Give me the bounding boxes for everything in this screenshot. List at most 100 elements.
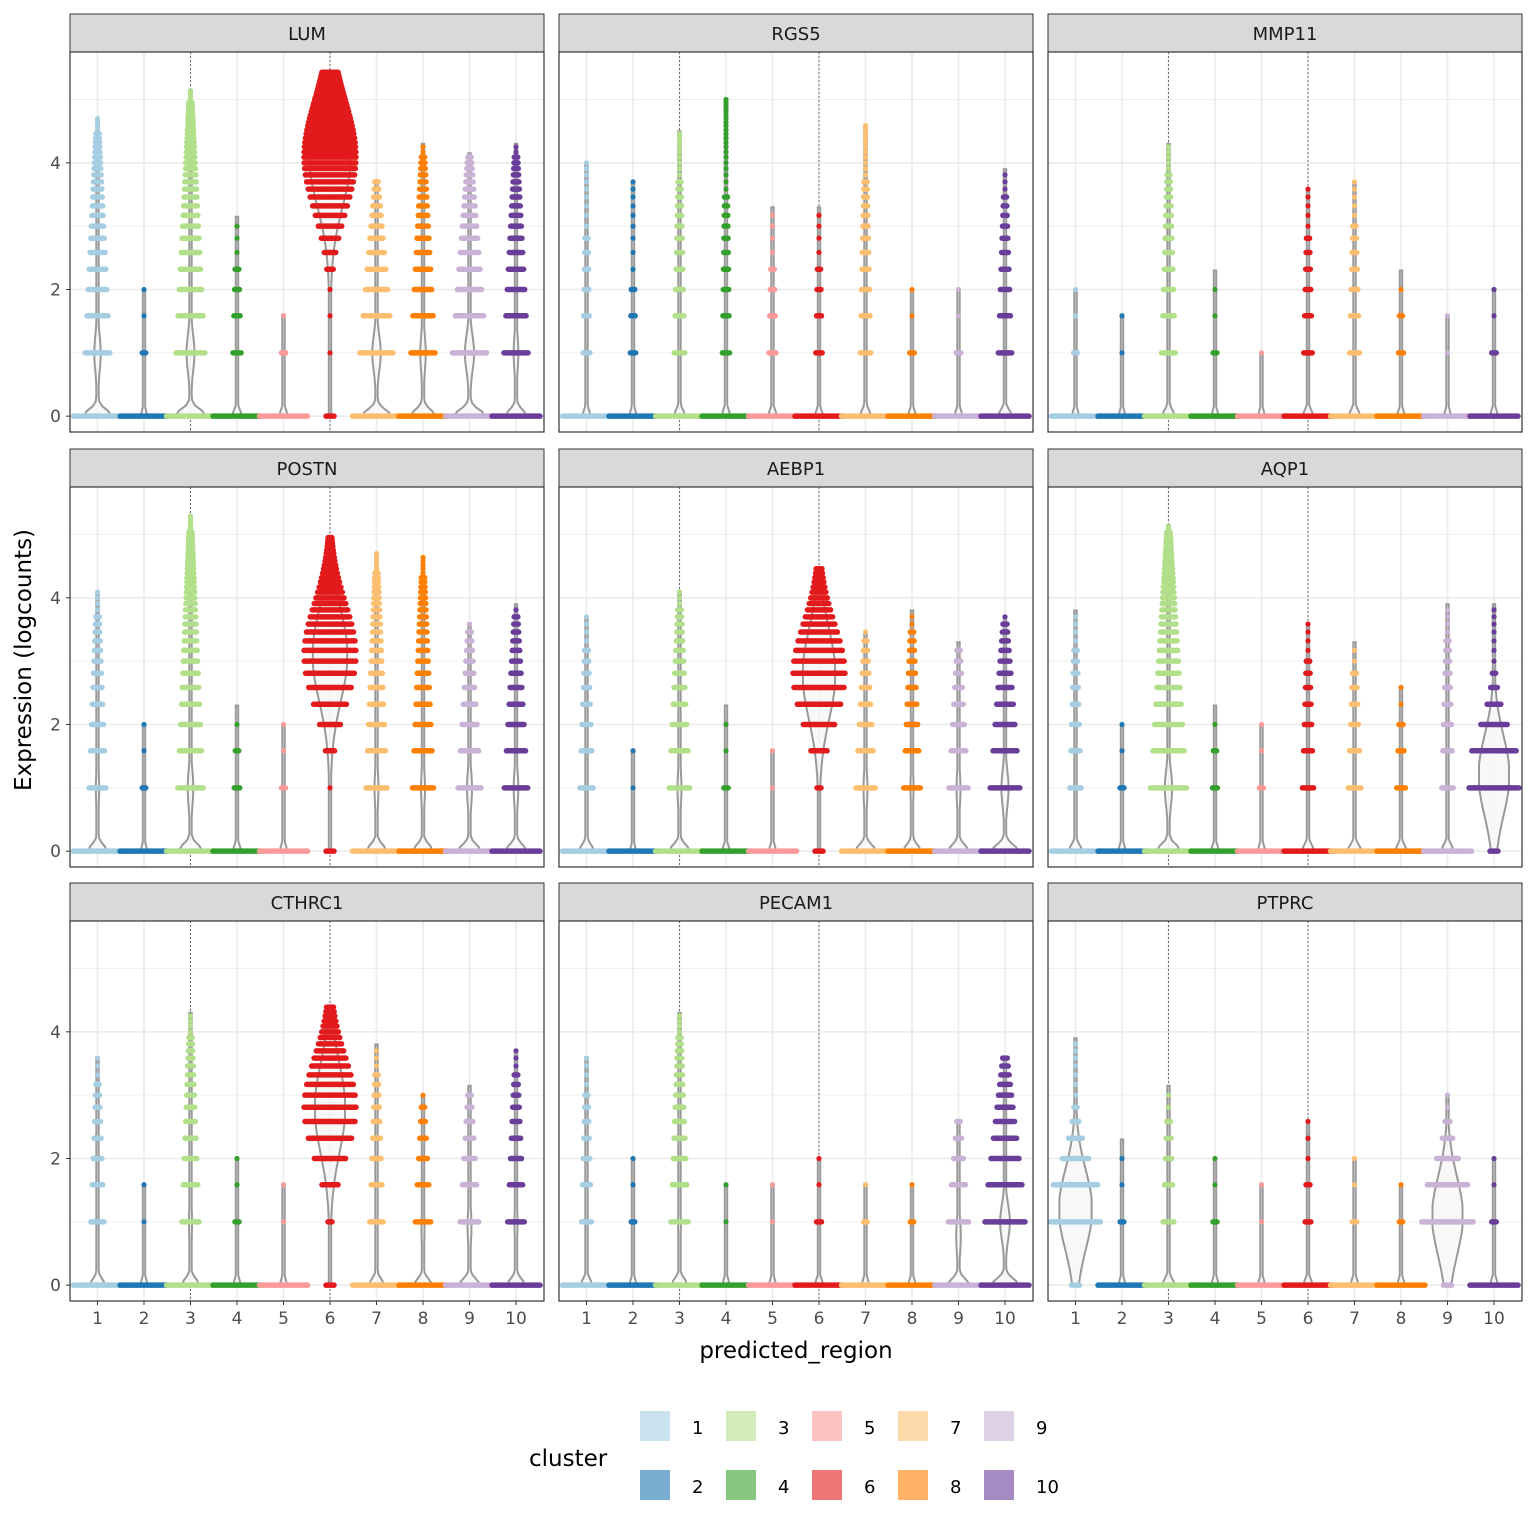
violin-region-10 (978, 1055, 1032, 1288)
violin-region-5 (256, 313, 311, 419)
violin-region-5 (1234, 721, 1289, 854)
violin-region-9 (442, 1084, 497, 1288)
legend-entry-3: 3 (726, 1411, 789, 1441)
data-point (769, 223, 776, 229)
violin-region-8 (1374, 1182, 1428, 1288)
data-point (141, 1182, 147, 1188)
violin-region-8 (396, 1092, 450, 1288)
data-point (676, 160, 683, 166)
data-point (583, 172, 590, 178)
violin-outline (1257, 1182, 1266, 1287)
data-point (1398, 1182, 1404, 1188)
y-axis-title: Expression (logcounts) (11, 529, 37, 791)
violin-region-4 (210, 1155, 264, 1288)
data-point (187, 513, 194, 519)
data-point (280, 721, 287, 728)
data-point (1072, 1055, 1079, 1061)
data-point (513, 1063, 519, 1069)
data-point (373, 562, 380, 568)
data-point (676, 139, 683, 146)
violin-outline (1257, 351, 1266, 418)
data-point (862, 172, 869, 178)
violin-region-9 (931, 286, 986, 419)
data-point (94, 119, 101, 125)
data-point (420, 1092, 426, 1098)
data-point (816, 1182, 822, 1188)
violin-region-1 (70, 589, 125, 854)
panel-border (69, 51, 545, 433)
panel-background (1048, 487, 1522, 867)
violin-region-10 (1467, 286, 1521, 419)
facet-strip-label: CTHRC1 (271, 893, 344, 914)
panel-background (70, 52, 544, 432)
violin-region-2 (1095, 1138, 1149, 1288)
panel-border (69, 920, 545, 1302)
violin-region-3 (1141, 1084, 1196, 1288)
violin-region-8 (1374, 269, 1428, 419)
violin-region-10 (1467, 1155, 1521, 1288)
violin-region-7 (1327, 179, 1382, 419)
data-point (1258, 1219, 1265, 1225)
legend-label: 10 (1036, 1477, 1059, 1498)
data-point (816, 212, 822, 218)
violin-outline (1118, 313, 1126, 418)
panel-background (1048, 52, 1522, 432)
violin-region-1 (1048, 286, 1103, 419)
x-tick-label: 4 (721, 1309, 732, 1329)
violin-region-2 (606, 1155, 660, 1288)
violin-region-5 (745, 748, 800, 854)
data-point (862, 154, 869, 160)
data-point (816, 1155, 822, 1162)
data-point (676, 135, 683, 141)
data-point (723, 139, 729, 146)
violin-region-7 (838, 1182, 893, 1288)
violin-region-1 (559, 160, 614, 419)
data-point (234, 721, 240, 728)
facet-strip-label: POSTN (277, 459, 338, 480)
data-point (816, 249, 822, 256)
y-tick-label: 0 (50, 407, 61, 427)
legend-label: 4 (778, 1477, 789, 1498)
data-point (1491, 658, 1497, 664)
data-point (583, 1055, 590, 1061)
data-point (1398, 684, 1404, 691)
data-point (630, 186, 636, 192)
violin-region-9 (442, 152, 497, 419)
violin-region-3 (163, 513, 218, 854)
violin-region-7 (1327, 641, 1382, 854)
data-point (769, 1219, 776, 1225)
y-tick-label: 2 (50, 281, 61, 301)
data-point (583, 203, 590, 209)
y-tick-label: 0 (50, 842, 61, 862)
data-point (1119, 748, 1125, 754)
facet-rgs5: RGS5 (558, 13, 1034, 433)
legend-key (726, 1411, 756, 1441)
x-tick-label: 6 (325, 1309, 336, 1329)
facet-strip-label: AEBP1 (767, 459, 825, 480)
data-point (583, 160, 590, 166)
data-point (583, 638, 590, 644)
violin-region-6 (790, 565, 848, 854)
violin-outline (504, 603, 528, 853)
violin-region-2 (606, 179, 660, 419)
data-point (862, 127, 869, 133)
violin-outline (768, 748, 777, 853)
data-point (1491, 1182, 1497, 1188)
panel-border (69, 486, 545, 868)
legend-label: 1 (692, 1418, 703, 1439)
x-tick-label: 4 (232, 1309, 243, 1329)
data-point (1305, 186, 1311, 192)
violin-region-3 (1141, 523, 1196, 854)
panel-border (558, 51, 1034, 433)
data-point (1305, 194, 1311, 200)
data-point (723, 1219, 729, 1225)
data-point (94, 127, 101, 133)
violin-outline (1117, 1138, 1127, 1287)
violin-region-4 (699, 96, 753, 419)
data-point (1072, 621, 1079, 627)
violin-region-9 (1419, 1092, 1476, 1288)
violin-region-7 (838, 123, 893, 419)
legend-key (640, 1411, 670, 1441)
violin-outline (1210, 269, 1220, 418)
violin-outline (232, 704, 242, 853)
